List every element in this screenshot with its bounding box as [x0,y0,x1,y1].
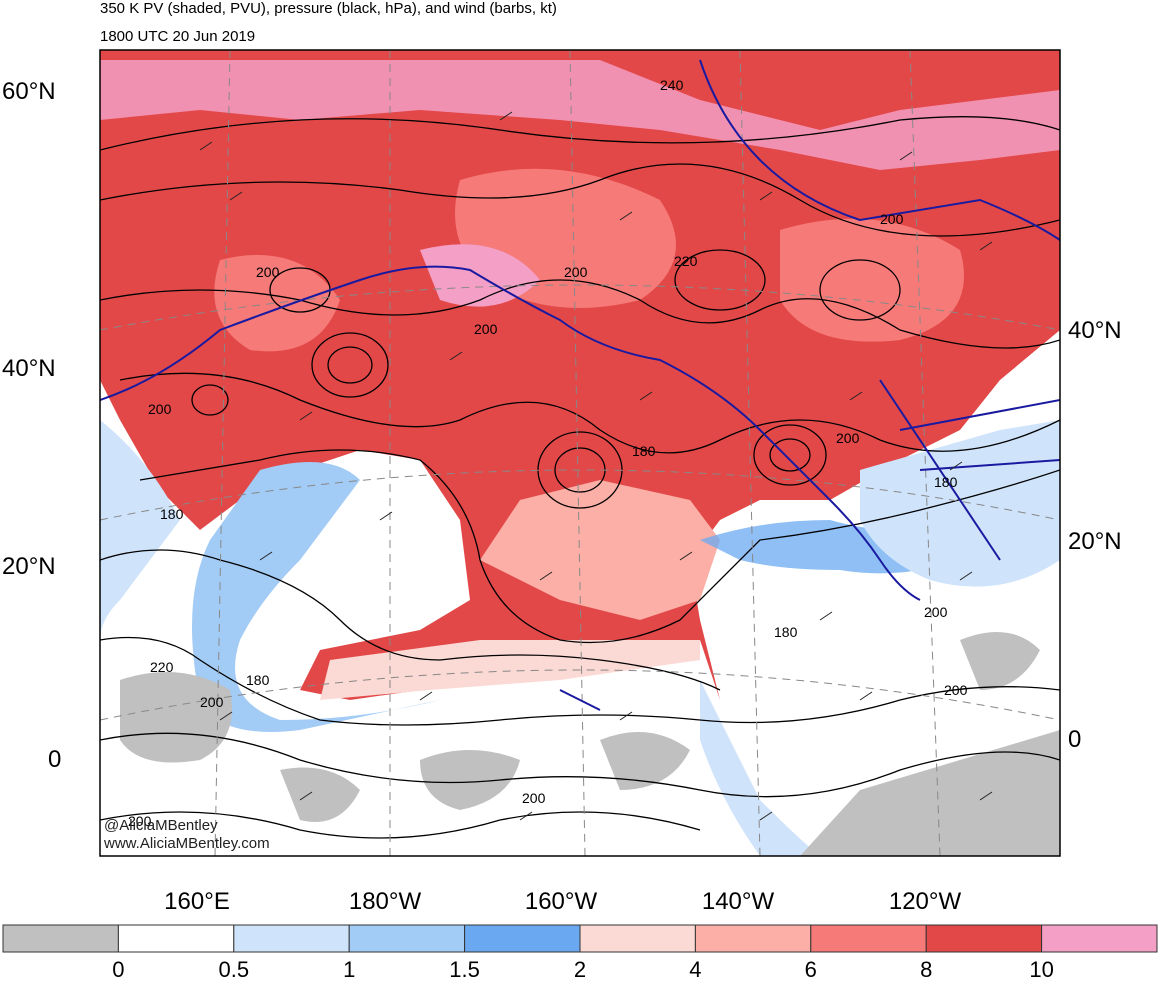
contour-label: 200 [128,813,152,829]
colorbar-tick-label: 10 [1029,957,1054,982]
contour-label: 180 [246,672,270,688]
pv-gray-6 [280,767,360,822]
lon-label-160w: 160°W [524,888,598,915]
lon-label-160e: 160°E [164,888,230,915]
lat-label-right-20n: 20°N [1068,528,1122,555]
pv-gray-1 [120,672,232,763]
pv-salmon-trough [480,480,720,620]
pv-blue-south [700,680,820,856]
contour-label: 200 [836,430,860,446]
lat-label-40n: 40°N [2,355,56,382]
colorbar-box [694,924,812,953]
pv-gray-4 [960,632,1040,690]
colorbar-tick-label: 0 [112,957,125,982]
colorbar-box [1041,924,1158,953]
credit-website: www.AliciaMBentley.com [104,835,270,852]
colorbar-box [117,924,235,953]
pv-light-red-2 [780,218,964,342]
contour-label: 180 [774,624,798,640]
contour-label: 220 [674,253,698,269]
colorbar-tick-label: 0.5 [218,957,250,982]
colorbar-tick-label: 8 [920,957,933,982]
lon-label-120w: 120°W [888,888,962,915]
contour-label: 240 [660,77,684,93]
pv-pink-band [100,60,1060,170]
pv-gray-2 [800,730,1060,856]
valid-time: 1800 UTC 20 Jun 2019 [100,28,256,45]
contour-label: 180 [632,443,656,459]
contour-label: 200 [474,321,498,337]
contour-label: 200 [564,264,588,280]
colorbar-tick-label: 4 [689,957,702,982]
colorbar-tick-label: 1 [343,957,356,982]
pv-blue-west [192,462,440,732]
pv-shading [100,50,1060,856]
lat-label-20n: 20°N [2,553,56,580]
pv-gray-3 [420,750,520,810]
lat-label-right-0: 0 [1068,726,1082,753]
colorbar-box [464,924,581,953]
colorbar-box [925,924,1043,953]
colorbar-box [2,924,119,953]
contour-labels: 240 220 200 200 200 200 200 180 200 180 180 220 180 2… [128,77,968,829]
pv-blue-nw [100,420,180,640]
pressure-contours [100,116,1060,839]
contour-label: 200 [944,682,968,698]
lon-label-180w: 180°W [348,888,422,915]
contour-label: 200 [256,264,280,280]
lat-label-0: 0 [48,746,62,773]
contour-label: 180 [160,506,184,522]
graticule [100,50,1060,856]
lon-label-140w: 140°W [701,888,775,915]
pv-pale-band [320,640,700,700]
colorbar-box [233,924,350,953]
contour-label: 220 [150,659,174,675]
credit-handle: @AliciaMBentley [104,817,218,834]
contour-label: 200 [148,401,172,417]
contour-label: 200 [200,694,224,710]
colorbar-box [810,924,927,953]
wind-barbs [199,111,993,821]
colorbar-box [348,924,466,953]
contour-label: 180 [934,474,958,490]
pv-light-red-3 [214,255,340,352]
colorbar-tick-label: 1.5 [449,957,480,982]
contour-label: 200 [522,790,546,806]
colorbar-tick-label: 6 [804,957,817,982]
coastlines [100,59,1060,711]
contour-label: 200 [880,211,904,227]
colorbar-box [579,924,696,953]
pv-blue-light-east [860,420,1060,587]
colorbar [2,924,1158,953]
colorbar-tick-label: 2 [573,957,587,982]
map-frame [99,49,1061,857]
lat-label-60n: 60°N [2,78,56,105]
pv-gray-5 [600,732,690,790]
figure-title: 350 K PV (shaded, PVU), pressure (black,… [100,0,557,17]
contour-label: 200 [924,604,948,620]
lat-label-right-40n: 40°N [1068,317,1122,344]
